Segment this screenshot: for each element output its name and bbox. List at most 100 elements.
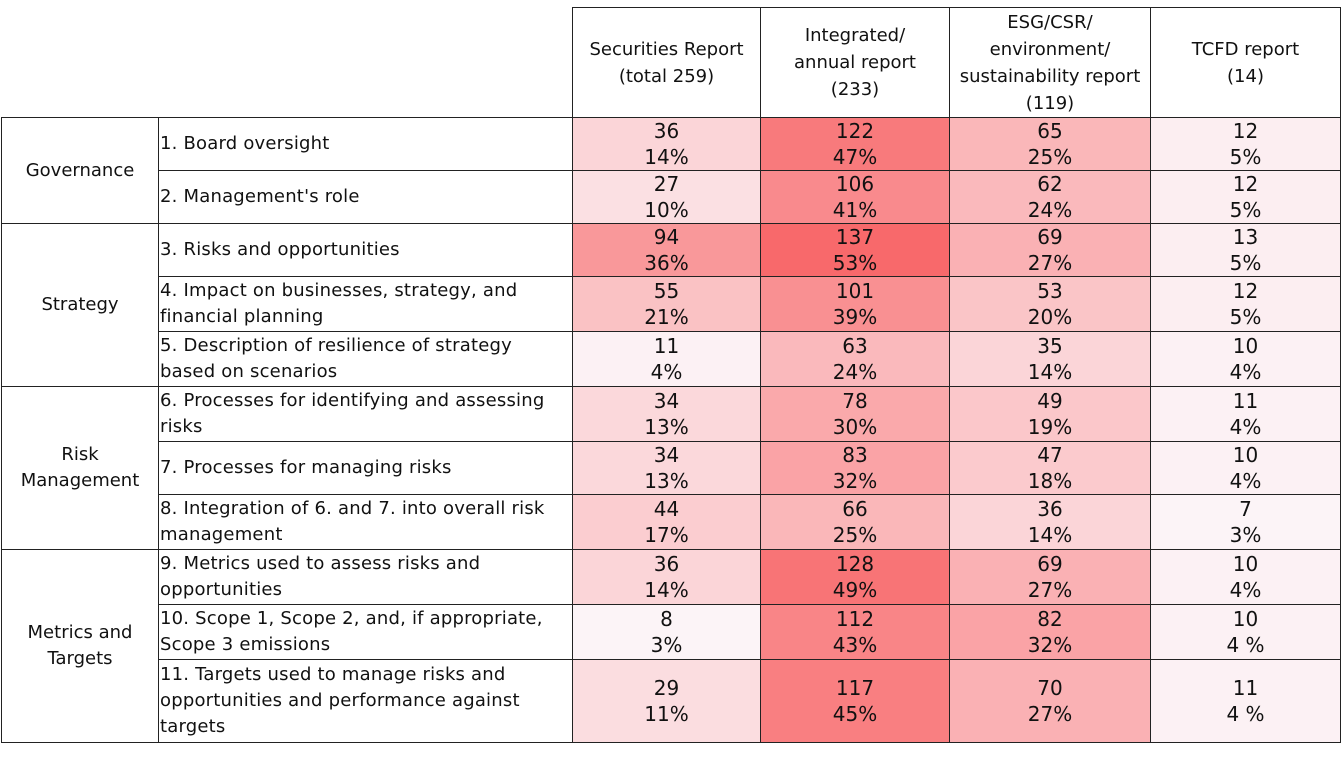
heat-cell: 10 4% xyxy=(1150,441,1341,495)
count: 49 xyxy=(1037,389,1063,413)
percent: 4 % xyxy=(1226,702,1265,726)
percent: 20% xyxy=(1027,305,1073,329)
item-label: 8. Integration of 6. and 7. into overall… xyxy=(158,494,573,550)
percent: 5% xyxy=(1229,251,1262,275)
count: 137 xyxy=(835,225,875,249)
heat-cell: 62 24% xyxy=(949,170,1151,224)
count: 8 xyxy=(660,607,673,631)
percent: 30% xyxy=(832,415,878,439)
count: 65 xyxy=(1037,119,1063,143)
heat-cell: 10 4% xyxy=(1150,331,1341,387)
table-row: Risk Management 6. Processes for identify… xyxy=(1,386,1341,550)
percent: 27% xyxy=(1027,578,1073,602)
percent: 27% xyxy=(1027,702,1073,726)
percent: 5% xyxy=(1229,305,1262,329)
item-label: 2. Management's role xyxy=(158,170,573,224)
count: 66 xyxy=(842,497,868,521)
percent: 49% xyxy=(832,578,878,602)
heat-cell: 12 5% xyxy=(1150,170,1341,224)
count: 83 xyxy=(842,443,868,467)
percent: 41% xyxy=(832,198,878,222)
percent: 13% xyxy=(644,415,689,439)
heat-cell: 65 25% xyxy=(949,117,1151,171)
count: 12 xyxy=(1232,119,1259,143)
table-row: 11. Targets used to manage risks and opp… xyxy=(2,659,1341,743)
item-label: 9. Metrics used to assess risks and oppo… xyxy=(158,549,573,605)
table-row: 10. Scope 1, Scope 2, and, if appropriat… xyxy=(2,604,1341,660)
column-header: Securities Report (total 259) xyxy=(572,7,761,118)
percent: 24% xyxy=(1027,198,1073,222)
count: 101 xyxy=(835,279,875,303)
count: 62 xyxy=(1037,172,1063,196)
heat-cell: 44 17% xyxy=(572,494,761,550)
heat-cell: 11 4% xyxy=(572,331,761,387)
percent: 13% xyxy=(644,469,689,493)
percent: 4% xyxy=(1229,415,1262,439)
percent: 25% xyxy=(832,523,878,547)
percent: 14% xyxy=(644,578,689,602)
table-row: 4. Impact on businesses, strategy, and f… xyxy=(2,276,1341,332)
table-row: Metrics and Targets 9. Metrics used to as… xyxy=(1,549,1341,743)
group-label: Governance xyxy=(1,117,159,224)
count: 11 xyxy=(1232,676,1259,700)
item-label: 3. Risks and opportunities xyxy=(158,223,573,277)
heat-cell: 112 43% xyxy=(760,604,950,660)
count: 12 xyxy=(1232,172,1259,196)
percent: 43% xyxy=(832,633,878,657)
heat-cell: 49 19% xyxy=(949,386,1151,442)
heat-cell: 35 14% xyxy=(949,331,1151,387)
heatmap-table: Securities Report (total 259) Integrated/… xyxy=(1,7,1341,743)
count: 128 xyxy=(835,552,875,576)
table-row: 2. Management's role 27 10% 106 41% 62 24% 12 5% xyxy=(2,170,1341,224)
heat-cell: 122 47% xyxy=(760,117,950,171)
heat-cell: 10 4% xyxy=(1150,549,1341,605)
heat-cell: 63 24% xyxy=(760,331,950,387)
count: 34 xyxy=(653,389,680,413)
percent: 3% xyxy=(1229,523,1262,547)
heat-cell: 10 4 % xyxy=(1150,604,1341,660)
percent: 17% xyxy=(644,523,689,547)
heat-cell: 29 11% xyxy=(572,659,761,743)
count: 10 xyxy=(1232,334,1259,358)
column-header: ESG/CSR/ environment/ sustainability rep… xyxy=(949,7,1151,118)
count: 82 xyxy=(1037,607,1063,631)
percent: 5% xyxy=(1229,198,1262,222)
heat-cell: 8 3% xyxy=(572,604,761,660)
item-label: 7. Processes for managing risks xyxy=(158,441,573,495)
count: 11 xyxy=(1232,389,1259,413)
heat-cell: 137 53% xyxy=(760,223,950,277)
percent: 14% xyxy=(644,145,689,169)
heat-cell: 82 32% xyxy=(949,604,1151,660)
heat-cell: 27 10% xyxy=(572,170,761,224)
percent: 32% xyxy=(1027,633,1073,657)
heat-cell: 34 13% xyxy=(572,441,761,495)
item-label: 4. Impact on businesses, strategy, and f… xyxy=(158,276,573,332)
table-row: Governance 1. Board oversight 36 14% 122 47% 6… xyxy=(1,117,1341,224)
group-label: Risk Management xyxy=(1,386,159,550)
percent: 47% xyxy=(832,145,878,169)
percent: 39% xyxy=(832,305,878,329)
heat-cell: 47 18% xyxy=(949,441,1151,495)
count: 27 xyxy=(653,172,680,196)
heat-cell: 117 45% xyxy=(760,659,950,743)
heat-cell: 55 21% xyxy=(572,276,761,332)
count: 44 xyxy=(653,497,680,521)
count: 106 xyxy=(835,172,875,196)
percent: 11% xyxy=(644,702,689,726)
heat-cell: 78 30% xyxy=(760,386,950,442)
count: 34 xyxy=(653,443,680,467)
percent: 4% xyxy=(650,360,683,384)
count: 69 xyxy=(1037,225,1063,249)
percent: 4 % xyxy=(1226,633,1265,657)
count: 10 xyxy=(1232,443,1259,467)
table-row: Strategy 3. Risks and opportunities 94 36% 1… xyxy=(1,223,1341,387)
item-label: 6. Processes for identifying and assessi… xyxy=(158,386,573,442)
percent: 36% xyxy=(644,251,689,275)
count: 36 xyxy=(1037,497,1063,521)
heat-cell: 69 27% xyxy=(949,549,1151,605)
percent: 14% xyxy=(1027,360,1073,384)
heat-cell: 70 27% xyxy=(949,659,1151,743)
count: 69 xyxy=(1037,552,1063,576)
count: 11 xyxy=(653,334,680,358)
